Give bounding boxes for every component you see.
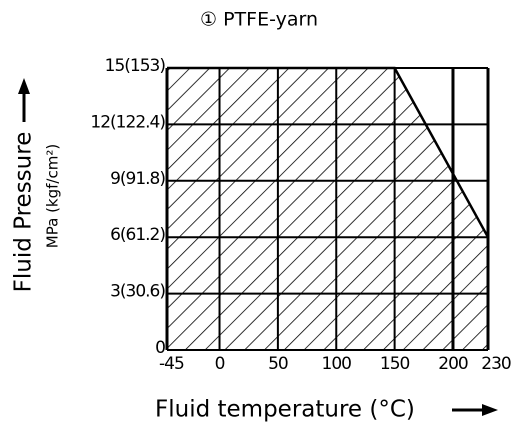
y-tick-label: 3(30.6) — [110, 282, 165, 302]
x-tick-label: 230 — [481, 354, 511, 374]
y-tick-label: 12(122.4) — [90, 112, 165, 132]
y-tick-label: 15(153) — [105, 56, 166, 76]
x-arrow — [452, 404, 498, 416]
y-tick-label: 0 — [155, 338, 165, 358]
y-arrow — [18, 78, 30, 122]
y-tick-label: 6(61.2) — [110, 225, 165, 245]
y-axis-unit: MPa (kgf/cm²) — [44, 144, 62, 248]
chart-title: ① PTFE-yarn — [200, 9, 318, 31]
area-fill — [167, 68, 488, 350]
x-tick-label: 0 — [215, 354, 225, 374]
x-tick-label: 150 — [380, 354, 410, 374]
x-tick-label: 100 — [322, 354, 352, 374]
x-axis-label: Fluid temperature (°C) — [155, 397, 415, 423]
x-tick-label: -45 — [159, 354, 184, 374]
y-axis-label: Fluid Pressure — [11, 132, 37, 293]
x-tick-label: 200 — [438, 354, 468, 374]
x-tick-label: 50 — [268, 354, 288, 374]
y-tick-label: 9(91.8) — [110, 169, 165, 189]
